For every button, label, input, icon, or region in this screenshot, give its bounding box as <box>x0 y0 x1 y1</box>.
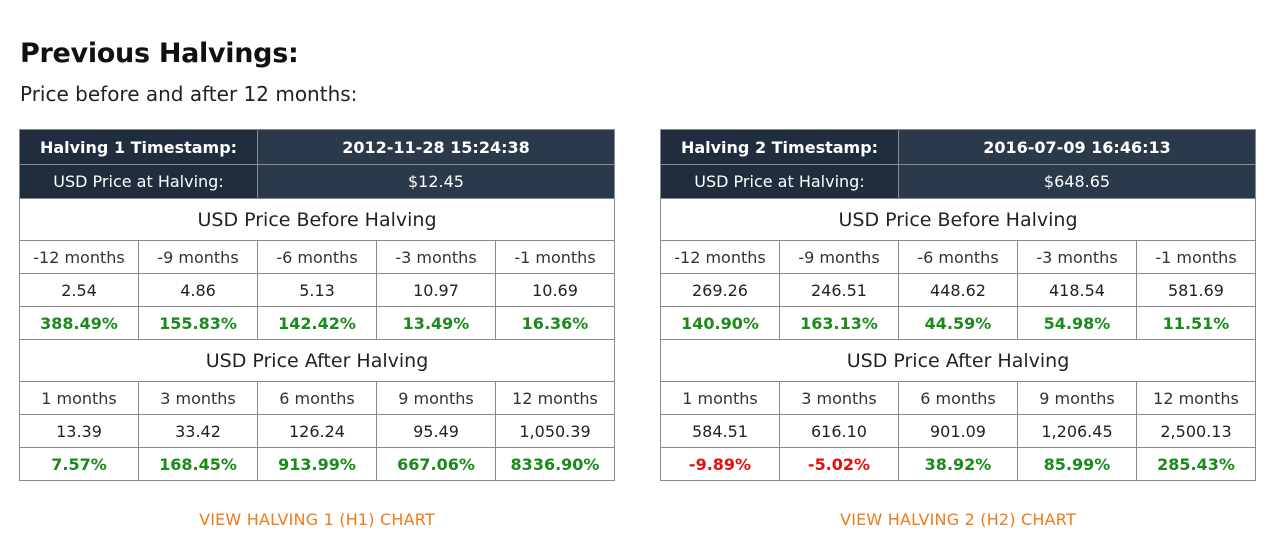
period-cell: 9 months <box>376 381 496 415</box>
change-cell: 168.45% <box>138 447 258 481</box>
after-values-row: 584.51 616.10 901.09 1,206.45 2,500.13 <box>660 414 1256 448</box>
price-at-halving-value: $648.65 <box>898 164 1256 199</box>
price-cell: 616.10 <box>779 414 899 448</box>
change-cell: 11.51% <box>1136 306 1256 340</box>
timestamp-value: 2012-11-28 15:24:38 <box>257 129 615 165</box>
price-cell: 10.69 <box>495 273 615 307</box>
before-periods-row: -12 months -9 months -6 months -3 months… <box>19 240 615 274</box>
period-cell: 6 months <box>257 381 377 415</box>
period-cell: -3 months <box>1017 240 1137 274</box>
before-section-title: USD Price Before Halving <box>19 198 615 241</box>
price-cell: 5.13 <box>257 273 377 307</box>
period-cell: -9 months <box>138 240 258 274</box>
period-cell: 9 months <box>1017 381 1137 415</box>
change-cell: -9.89% <box>660 447 780 481</box>
timestamp-label: Halving 1 Timestamp: <box>19 129 258 165</box>
change-cell: 54.98% <box>1017 306 1137 340</box>
change-cell: 163.13% <box>779 306 899 340</box>
before-values-row: 2.54 4.86 5.13 10.97 10.69 <box>19 273 615 307</box>
after-periods-row: 1 months 3 months 6 months 9 months 12 m… <box>19 381 615 415</box>
period-cell: -3 months <box>376 240 496 274</box>
period-cell: 6 months <box>898 381 1018 415</box>
period-cell: -1 months <box>495 240 615 274</box>
halving-2-table: Halving 2 Timestamp: 2016-07-09 16:46:13… <box>660 129 1256 481</box>
change-cell: 85.99% <box>1017 447 1137 481</box>
period-cell: 3 months <box>138 381 258 415</box>
price-cell: 10.97 <box>376 273 496 307</box>
view-halving-1-chart-link[interactable]: VIEW HALVING 1 (H1) CHART <box>199 510 435 529</box>
change-cell: 13.49% <box>376 306 496 340</box>
price-cell: 2.54 <box>19 273 139 307</box>
change-cell: 8336.90% <box>495 447 615 481</box>
price-cell: 581.69 <box>1136 273 1256 307</box>
price-cell: 901.09 <box>898 414 1018 448</box>
price-cell: 418.54 <box>1017 273 1137 307</box>
period-cell: 12 months <box>495 381 615 415</box>
before-values-row: 269.26 246.51 448.62 418.54 581.69 <box>660 273 1256 307</box>
price-at-halving-label: USD Price at Halving: <box>660 164 899 199</box>
page-title: Previous Halvings: <box>20 38 299 69</box>
price-cell: 269.26 <box>660 273 780 307</box>
period-cell: -12 months <box>660 240 780 274</box>
period-cell: -6 months <box>898 240 1018 274</box>
before-changes-row: 140.90% 163.13% 44.59% 54.98% 11.51% <box>660 306 1256 340</box>
page-subtitle: Price before and after 12 months: <box>20 82 358 106</box>
change-cell: 7.57% <box>19 447 139 481</box>
price-cell: 584.51 <box>660 414 780 448</box>
price-at-halving-row: USD Price at Halving: $648.65 <box>660 164 1256 199</box>
price-cell: 13.39 <box>19 414 139 448</box>
change-cell: 38.92% <box>898 447 1018 481</box>
after-periods-row: 1 months 3 months 6 months 9 months 12 m… <box>660 381 1256 415</box>
price-cell: 4.86 <box>138 273 258 307</box>
halving-1-panel: Halving 1 Timestamp: 2012-11-28 15:24:38… <box>19 129 615 481</box>
price-at-halving-row: USD Price at Halving: $12.45 <box>19 164 615 199</box>
change-cell: 285.43% <box>1136 447 1256 481</box>
halving-2-panel: Halving 2 Timestamp: 2016-07-09 16:46:13… <box>660 129 1256 481</box>
price-cell: 1,050.39 <box>495 414 615 448</box>
before-changes-row: 388.49% 155.83% 142.42% 13.49% 16.36% <box>19 306 615 340</box>
price-cell: 126.24 <box>257 414 377 448</box>
change-cell: 155.83% <box>138 306 258 340</box>
after-changes-row: 7.57% 168.45% 913.99% 667.06% 8336.90% <box>19 447 615 481</box>
period-cell: 12 months <box>1136 381 1256 415</box>
period-cell: 3 months <box>779 381 899 415</box>
period-cell: -6 months <box>257 240 377 274</box>
change-cell: 16.36% <box>495 306 615 340</box>
price-at-halving-value: $12.45 <box>257 164 615 199</box>
after-values-row: 13.39 33.42 126.24 95.49 1,050.39 <box>19 414 615 448</box>
period-cell: 1 months <box>660 381 780 415</box>
timestamp-value: 2016-07-09 16:46:13 <box>898 129 1256 165</box>
change-cell: 388.49% <box>19 306 139 340</box>
price-cell: 95.49 <box>376 414 496 448</box>
price-cell: 246.51 <box>779 273 899 307</box>
change-cell: 140.90% <box>660 306 780 340</box>
period-cell: -12 months <box>19 240 139 274</box>
after-section-title: USD Price After Halving <box>19 339 615 382</box>
after-changes-row: -9.89% -5.02% 38.92% 85.99% 285.43% <box>660 447 1256 481</box>
price-cell: 1,206.45 <box>1017 414 1137 448</box>
period-cell: -1 months <box>1136 240 1256 274</box>
price-cell: 33.42 <box>138 414 258 448</box>
change-cell: -5.02% <box>779 447 899 481</box>
period-cell: -9 months <box>779 240 899 274</box>
change-cell: 667.06% <box>376 447 496 481</box>
after-section-title: USD Price After Halving <box>660 339 1256 382</box>
change-cell: 913.99% <box>257 447 377 481</box>
halving-1-table: Halving 1 Timestamp: 2012-11-28 15:24:38… <box>19 129 615 481</box>
price-at-halving-label: USD Price at Halving: <box>19 164 258 199</box>
timestamp-label: Halving 2 Timestamp: <box>660 129 899 165</box>
change-cell: 44.59% <box>898 306 1018 340</box>
price-cell: 2,500.13 <box>1136 414 1256 448</box>
change-cell: 142.42% <box>257 306 377 340</box>
period-cell: 1 months <box>19 381 139 415</box>
price-cell: 448.62 <box>898 273 1018 307</box>
timestamp-row: Halving 2 Timestamp: 2016-07-09 16:46:13 <box>660 129 1256 165</box>
before-section-title: USD Price Before Halving <box>660 198 1256 241</box>
view-halving-2-chart-link[interactable]: VIEW HALVING 2 (H2) CHART <box>840 510 1076 529</box>
timestamp-row: Halving 1 Timestamp: 2012-11-28 15:24:38 <box>19 129 615 165</box>
before-periods-row: -12 months -9 months -6 months -3 months… <box>660 240 1256 274</box>
